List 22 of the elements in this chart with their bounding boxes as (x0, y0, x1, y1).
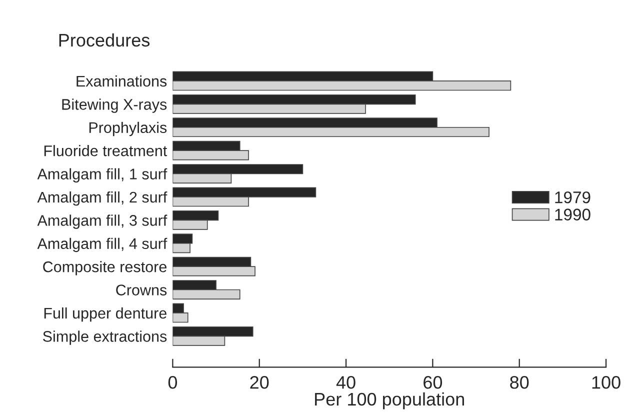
x-tick-label: 20 (250, 376, 269, 389)
x-tick-label: 40 (336, 376, 356, 389)
legend-label: 1990 (555, 208, 590, 220)
x-tick-label: 0 (168, 376, 178, 389)
x-axis-title: Per 100 population (315, 392, 464, 410)
y-tick-label: Prophylaxis (89, 122, 167, 136)
x-tick-label: 60 (424, 376, 442, 389)
y-tick-label: Composite restore (43, 261, 166, 276)
y-tick-label: Amalgam fill, 1 surf (37, 168, 168, 182)
y-tick-label: Amalgam fill, 4 surf (37, 238, 168, 252)
y-tick-label: Simple extractions (43, 330, 167, 345)
x-tick-label: 100 (592, 376, 620, 389)
y-tick-label: Amalgam fill, 2 surf (37, 191, 168, 206)
y-tick-label: Bitewing X-rays (62, 98, 167, 113)
y-tick-label: Examinations (76, 75, 167, 87)
y-tick-label: Crowns (116, 284, 167, 296)
y-tick-label: Fluoride treatment (44, 145, 168, 156)
x-tick-label: 80 (510, 376, 529, 389)
legend-label: 1979 (555, 191, 590, 204)
y-tick-label: Full upper denture (44, 307, 166, 322)
y-axis-title: Procedures (59, 33, 150, 47)
y-tick-label: Amalgam fill, 3 surf (37, 214, 168, 229)
